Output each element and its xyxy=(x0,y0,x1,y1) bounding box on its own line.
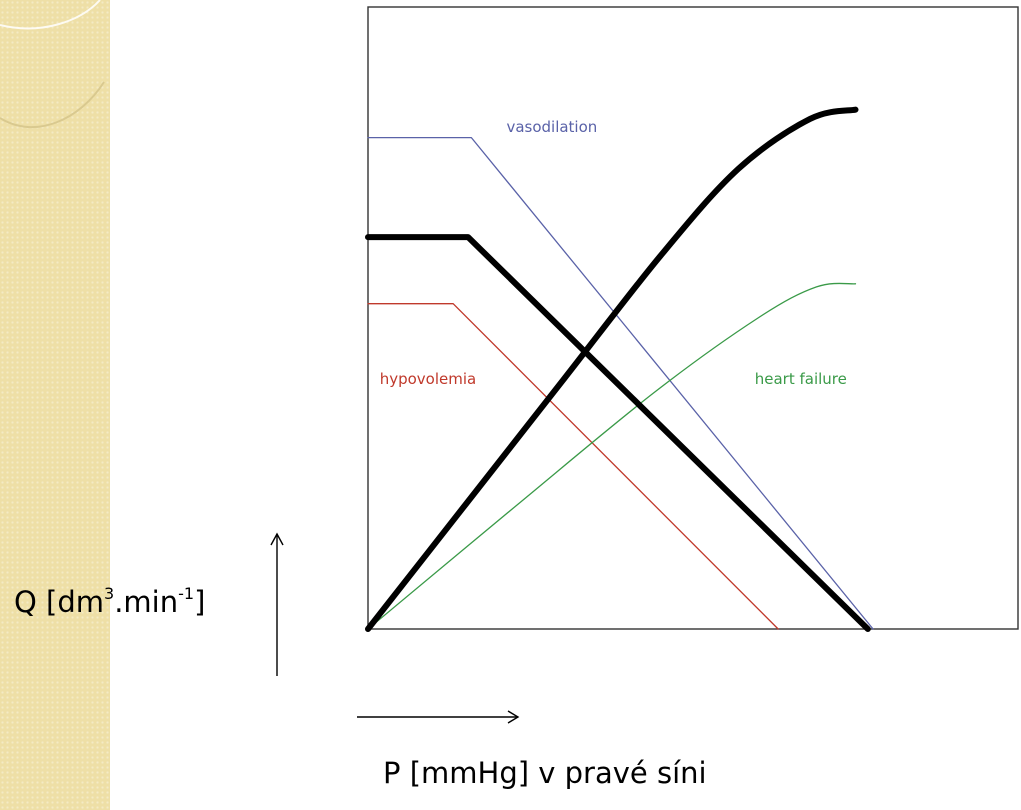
annotation-vasodilation: vasodilation xyxy=(506,118,597,136)
annotation-hypovolemia: hypovolemia xyxy=(380,370,477,388)
series-line-hypovolemia xyxy=(367,303,779,630)
series-line-heart-failure xyxy=(367,282,857,630)
y-axis-label: Q [dm3.min-1] xyxy=(14,584,206,619)
series-layer xyxy=(365,106,874,632)
decorative-arcs xyxy=(0,0,105,128)
series-line-vasodilation xyxy=(367,136,874,630)
decorative-side-strip xyxy=(0,0,110,810)
series-line-normal-venous-return xyxy=(365,234,871,632)
y-direction-arrow xyxy=(270,532,284,676)
x-axis-label: P [mmHg] v pravé síni xyxy=(383,756,707,790)
x-direction-arrow xyxy=(357,710,520,724)
series-line-normal-cardiac-output xyxy=(365,106,859,632)
annotation-heart-failure: heart failure xyxy=(755,370,847,388)
plot-frame xyxy=(367,6,1019,630)
